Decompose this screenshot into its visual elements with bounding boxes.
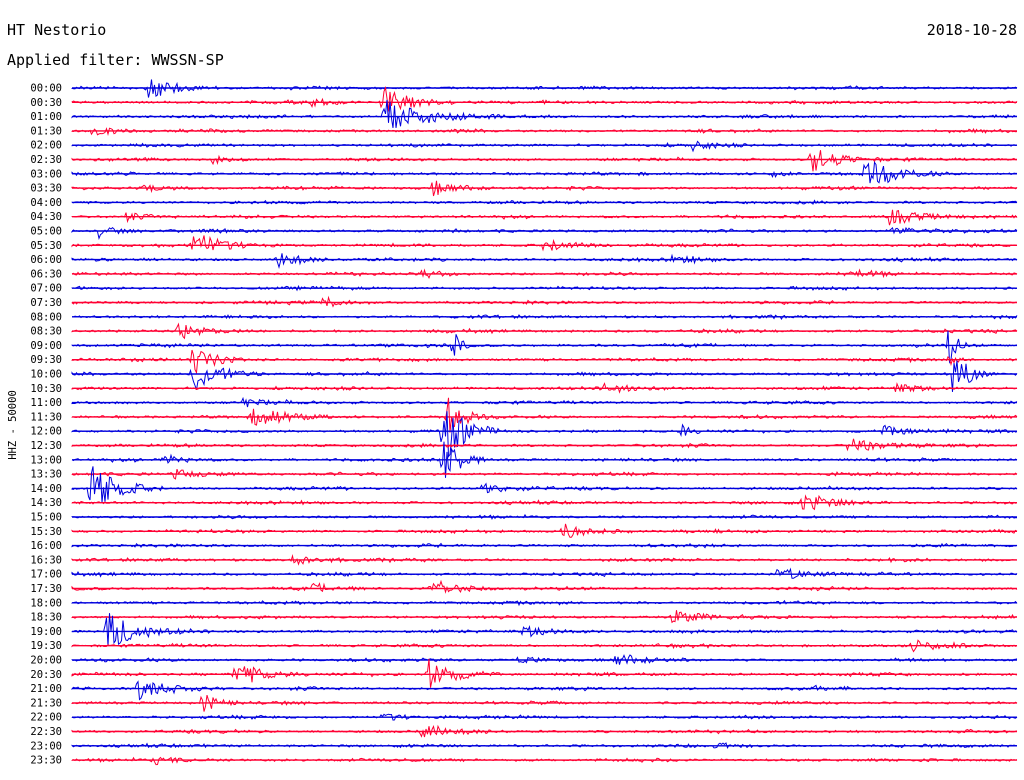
trace-line-2030: [71, 658, 1018, 688]
trace-line-1000: [71, 360, 1018, 392]
time-tick-label: 13:30: [30, 469, 62, 481]
time-tick-label: 05:30: [30, 240, 62, 252]
trace-line-0900: [71, 330, 1018, 364]
time-tick-label: 11:30: [30, 411, 62, 423]
time-tick-label: 10:30: [30, 383, 62, 395]
time-tick-label: 07:30: [30, 297, 62, 309]
trace-line-1830: [71, 610, 1017, 624]
time-tick-label: 06:30: [30, 268, 62, 280]
time-tick-label: 18:30: [30, 612, 62, 624]
time-tick-label: 00:30: [30, 97, 62, 109]
time-tick-label: 10:00: [30, 369, 62, 381]
time-tick-label: 07:00: [30, 283, 62, 295]
time-tick-label: 23:00: [30, 740, 62, 752]
time-tick-label: 08:00: [30, 311, 62, 323]
time-tick-label: 11:00: [30, 397, 62, 409]
trace-line-0200: [71, 140, 1018, 153]
time-tick-label: 02:00: [30, 140, 62, 152]
trace-line-0230: [71, 150, 1017, 172]
trace-line-2100: [71, 680, 1018, 701]
time-tick-label: 04:00: [30, 197, 62, 209]
trace-line-1230: [71, 438, 1018, 452]
trace-line-0430: [71, 209, 1018, 226]
time-tick-label: 18:00: [30, 597, 62, 609]
trace-line-0300: [71, 161, 1017, 184]
time-tick-label: 21:30: [30, 697, 62, 709]
time-tick-label: 20:30: [30, 669, 62, 681]
time-tick-label: 12:30: [30, 440, 62, 452]
time-tick-label: 17:30: [30, 583, 62, 595]
time-tick-label: 01:00: [30, 111, 62, 123]
y-axis-label: HHZ - 50000: [7, 390, 19, 460]
station-title: HT Nestorio: [7, 21, 106, 39]
date-label: 2018-10-28: [927, 21, 1017, 39]
time-tick-label: 12:00: [30, 426, 62, 438]
trace-line-0530: [71, 235, 1018, 252]
time-tick-label: 19:30: [30, 640, 62, 652]
time-tick-label: 03:30: [30, 183, 62, 195]
time-tick-label: 00:00: [30, 83, 62, 95]
time-tick-label: 09:00: [30, 340, 62, 352]
time-tick-label: 01:30: [30, 125, 62, 137]
trace-line-1900: [71, 613, 1018, 647]
time-tick-label: 20:00: [30, 655, 62, 667]
trace-line-2330: [71, 756, 1018, 766]
trace-line-0030: [71, 85, 1018, 112]
time-tick-label: 16:00: [30, 540, 62, 552]
time-tick-label: 02:30: [30, 154, 62, 166]
trace-line-1200: [71, 411, 1018, 458]
time-tick-label: 14:00: [30, 483, 62, 495]
time-tick-label: 05:00: [30, 226, 62, 238]
time-tick-label: 19:00: [30, 626, 62, 638]
time-tick-label: 22:30: [30, 726, 62, 738]
time-tick-label: 17:00: [30, 569, 62, 581]
time-tick-label: 08:30: [30, 326, 62, 338]
time-tick-label: 03:00: [30, 168, 62, 180]
time-tick-label: 16:30: [30, 554, 62, 566]
trace-line-1400: [71, 466, 1018, 503]
time-tick-label: 14:30: [30, 497, 62, 509]
time-tick-label: 22:00: [30, 712, 62, 724]
time-tick-label: 15:00: [30, 512, 62, 524]
trace-line-0930: [71, 349, 1018, 375]
trace-line-0500: [71, 226, 1018, 240]
time-tick-label: 06:00: [30, 254, 62, 266]
time-tick-label: 04:30: [30, 211, 62, 223]
time-tick-label: 15:30: [30, 526, 62, 538]
time-tick-label: 09:30: [30, 354, 62, 366]
time-tick-label: 13:00: [30, 454, 62, 466]
time-tick-label: 23:30: [30, 755, 62, 767]
trace-line-1730: [71, 579, 1018, 594]
trace-rows: 00:00 00:30 01:00 01:30 02:00 02:30 03:00 03:30…: [30, 79, 1018, 767]
filter-label: Applied filter: WWSSN-SP: [7, 51, 224, 69]
time-tick-label: 21:00: [30, 683, 62, 695]
